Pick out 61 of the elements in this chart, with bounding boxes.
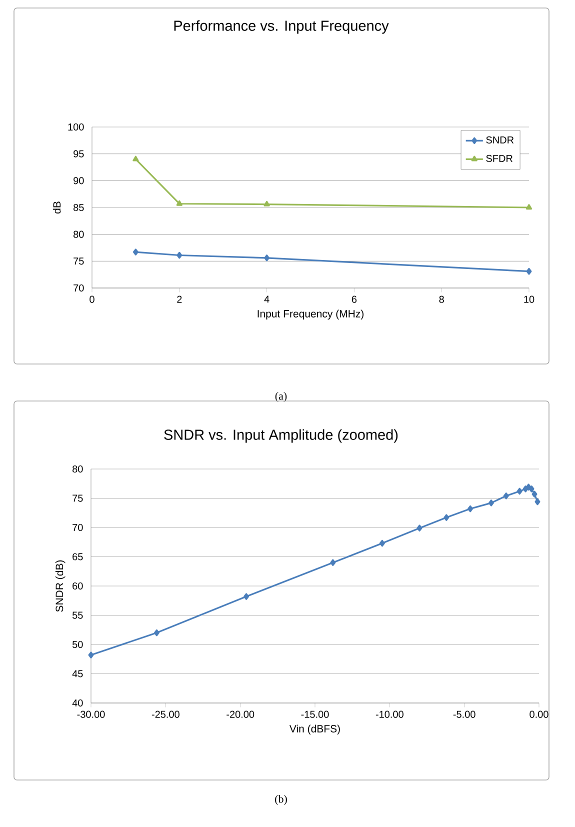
x-tick-label: 6 [352,296,357,303]
x-tick-label: 2 [177,296,182,303]
y-tick-label: 90 [74,177,84,184]
point [532,490,538,498]
point [468,505,474,512]
point [516,488,522,495]
y-tick-label: 85 [74,204,84,212]
y-tick-label: 75 [74,258,84,265]
y-tick-label: 55 [72,612,83,619]
legend-label: SFDR [486,154,512,162]
point [526,204,532,210]
point [379,540,385,547]
point [330,559,336,566]
point [264,200,270,206]
point [244,593,250,600]
point [444,514,450,521]
x-axis-title: Input Frequency (MHz) [258,310,364,320]
y-tick-label: 95 [74,150,84,158]
point [503,492,509,500]
chart-title: SNDR vs. Input Amplitude (zoomed) [164,429,398,443]
y-tick-label: 100 [68,123,84,131]
x-tick-label: -10.00 [376,710,404,718]
legend-label: SNDR [486,136,514,144]
y-tick-label: 40 [72,699,83,707]
y-tick-label: 70 [74,284,84,292]
point [416,524,422,532]
y-tick-label: 80 [72,465,83,473]
point [534,498,540,506]
y-tick-label: 45 [72,670,83,678]
y-tick-label: 65 [72,553,83,560]
point [488,500,494,506]
x-tick-label: -5.00 [453,710,476,718]
x-tick-label: -20.00 [226,710,254,718]
text: (a) [275,392,287,402]
y-tick-label: 50 [72,640,83,648]
x-axis-title: Vin (dBFS) [289,724,340,735]
y-axis-title: dB [52,202,61,214]
y-tick-label: 75 [72,494,83,502]
x-tick-label: 4 [264,296,270,303]
point [132,248,138,256]
x-tick-label: -15.00 [301,710,329,718]
x-tick-label: 8 [439,296,444,303]
point [528,485,534,492]
x-tick-label: -25.00 [152,710,180,718]
chart-title: Performance vs. Input Frequency [174,20,389,34]
y-axis-title: SNDR (dB) [55,560,66,612]
x-tick-label: 0.00 [530,710,548,718]
point [132,156,139,162]
point [526,268,532,275]
x-tick-label: 0 [90,296,94,303]
point [176,252,182,259]
y-tick-label: 60 [72,582,83,590]
y-tick-label: 70 [72,524,83,532]
point [264,254,270,262]
point [176,200,182,206]
point [88,652,94,658]
x-tick-label: 10 [524,296,534,303]
text: (b) [275,795,287,805]
point [154,629,160,636]
x-tick-label: -30.00 [77,710,105,718]
y-tick-label: 80 [74,230,84,238]
